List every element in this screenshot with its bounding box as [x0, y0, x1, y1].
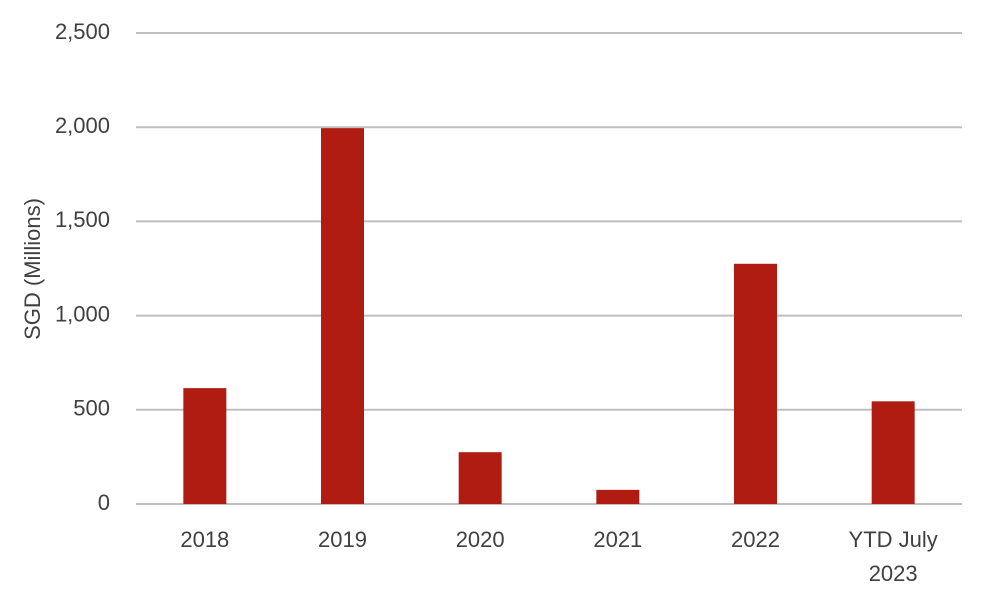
x-tick-label: 2020: [456, 527, 505, 552]
bar: [871, 401, 915, 504]
y-axis-tick-labels: 0 500 1,000 1,500 2,000 2,500: [55, 19, 110, 515]
bar: [596, 489, 640, 504]
y-tick-label: 1,500: [55, 207, 110, 232]
x-axis-tick-labels: 2018 2019 2020 2021 2022 YTD July 2023: [180, 527, 937, 586]
x-tick-label: YTD July: [849, 527, 938, 552]
y-tick-label: 2,500: [55, 19, 110, 44]
gridlines: [136, 32, 962, 505]
y-axis-title: SGD (Millions): [20, 198, 45, 340]
x-tick-label: 2023: [869, 561, 918, 586]
x-tick-label: 2018: [180, 527, 229, 552]
y-tick-label: 1,000: [55, 301, 110, 326]
bar: [183, 388, 227, 504]
bar: [734, 263, 777, 504]
bars: [183, 128, 915, 504]
x-tick-label: 2021: [593, 527, 642, 552]
y-tick-label: 0: [98, 490, 110, 515]
y-tick-label: 2,000: [55, 113, 110, 138]
bar: [458, 452, 502, 504]
y-tick-label: 500: [73, 396, 110, 421]
x-tick-label: 2019: [318, 527, 367, 552]
x-tick-label: 2022: [731, 527, 780, 552]
bar: [321, 128, 364, 504]
